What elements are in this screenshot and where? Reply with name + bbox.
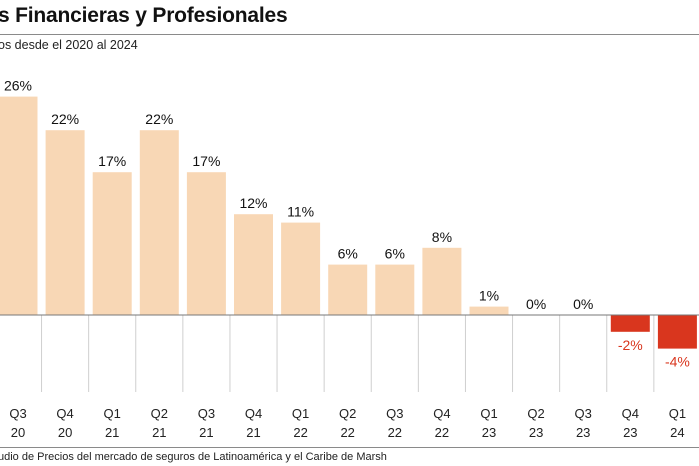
bar-q4-23 bbox=[610, 315, 650, 332]
x-tick-year: 23 bbox=[482, 425, 496, 440]
x-tick-quarter: Q3 bbox=[198, 406, 215, 421]
x-tick-year: 22 bbox=[340, 425, 354, 440]
x-tick-quarter: Q1 bbox=[669, 406, 686, 421]
bar-q4-20 bbox=[45, 130, 85, 315]
data-label: 0% bbox=[573, 296, 593, 312]
x-tick-quarter: Q2 bbox=[151, 406, 168, 421]
x-tick-quarter: Q4 bbox=[433, 406, 450, 421]
data-label: 22% bbox=[51, 111, 79, 127]
bar-q3-22 bbox=[375, 264, 415, 315]
bar-q1-23 bbox=[469, 306, 509, 315]
bar-q4-21 bbox=[234, 214, 273, 315]
x-tick-year: 21 bbox=[246, 425, 260, 440]
bar-q2-22 bbox=[328, 264, 368, 315]
x-tick-year: 24 bbox=[670, 425, 684, 440]
data-label: 17% bbox=[98, 153, 126, 169]
x-tick-quarter: Q4 bbox=[56, 406, 73, 421]
data-label: 6% bbox=[338, 246, 358, 262]
x-tick-year: 20 bbox=[11, 425, 25, 440]
bar-q4-22 bbox=[422, 247, 462, 315]
bar-q1-24 bbox=[657, 315, 697, 349]
data-label: -4% bbox=[665, 354, 690, 370]
x-tick-year: 23 bbox=[529, 425, 543, 440]
source-divider bbox=[0, 447, 699, 448]
chart-title: s Financieras y Profesionales bbox=[0, 4, 288, 27]
x-tick-year: 23 bbox=[623, 425, 637, 440]
x-tick-quarter: Q2 bbox=[339, 406, 356, 421]
x-tick-quarter: Q1 bbox=[480, 406, 497, 421]
bar-q1-22 bbox=[281, 222, 321, 315]
data-label: 12% bbox=[239, 195, 267, 211]
x-tick-year: 22 bbox=[293, 425, 307, 440]
data-label: 0% bbox=[526, 296, 546, 312]
x-tick-year: 23 bbox=[576, 425, 590, 440]
bar-q3-20 bbox=[0, 96, 38, 315]
x-tick-quarter: Q3 bbox=[386, 406, 403, 421]
bar-q2-21 bbox=[139, 130, 179, 315]
data-label: 8% bbox=[432, 229, 452, 245]
x-tick-quarter: Q1 bbox=[104, 406, 121, 421]
title-divider bbox=[0, 34, 699, 35]
x-tick-quarter: Q1 bbox=[292, 406, 309, 421]
chart-subtitle: os desde el 2020 al 2024 bbox=[0, 38, 138, 52]
x-tick-year: 21 bbox=[105, 425, 119, 440]
x-tick-quarter: Q3 bbox=[575, 406, 592, 421]
data-label: 17% bbox=[192, 153, 220, 169]
x-tick-year: 21 bbox=[199, 425, 213, 440]
data-label: 22% bbox=[145, 111, 173, 127]
x-tick-year: 22 bbox=[388, 425, 402, 440]
x-tick-year: 21 bbox=[152, 425, 166, 440]
x-tick-year: 22 bbox=[435, 425, 449, 440]
data-label: 26% bbox=[4, 78, 32, 94]
x-tick-quarter: Q3 bbox=[9, 406, 26, 421]
x-tick-quarter: Q4 bbox=[245, 406, 262, 421]
bar-q3-21 bbox=[186, 172, 226, 315]
x-tick-year: 20 bbox=[58, 425, 72, 440]
data-label: -2% bbox=[618, 337, 643, 353]
bar-q1-21 bbox=[92, 172, 132, 315]
data-label: 11% bbox=[287, 204, 314, 220]
source-note: udio de Precios del mercado de seguros d… bbox=[0, 451, 387, 463]
x-tick-quarter: Q4 bbox=[622, 406, 639, 421]
data-label: 1% bbox=[479, 288, 499, 304]
data-label: 6% bbox=[385, 246, 405, 262]
x-tick-quarter: Q2 bbox=[527, 406, 544, 421]
